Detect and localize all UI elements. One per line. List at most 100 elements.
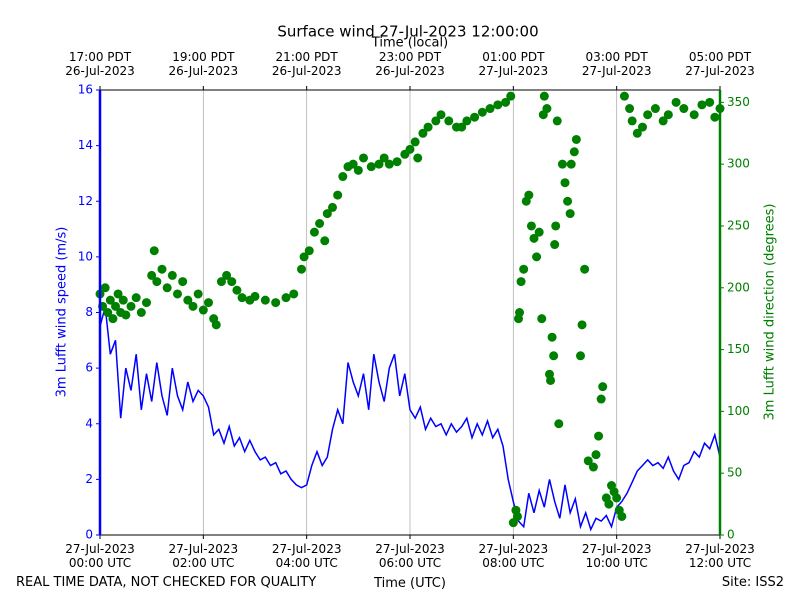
direction-point [167,270,177,280]
direction-point [216,277,226,287]
direction-point [563,196,573,206]
direction-point [547,332,557,342]
direction-point [178,277,188,287]
direction-point [519,264,529,274]
direction-point [222,270,232,280]
direction-point [515,308,525,317]
direction-point [431,116,441,126]
direction-point [457,122,467,132]
direction-point [565,209,575,219]
direction-point [204,298,213,308]
y2-tick-label: 200 [727,280,750,294]
direction-point [501,97,511,107]
direction-point [658,116,668,126]
direction-point [506,91,516,101]
direction-point [554,419,564,429]
direction-point [551,221,561,231]
direction-point [366,162,376,172]
top-x-tick-label: 17:00 PDT 26-Jul-2023 [65,50,135,78]
direction-point [108,314,118,324]
y2-tick-label: 0 [727,528,735,542]
direction-point [379,153,389,163]
direction-point [594,431,604,441]
direction-point [333,190,343,200]
direction-point [413,153,423,163]
direction-point [152,277,162,287]
y-tick-label: 6 [85,361,93,375]
direction-point [591,450,601,460]
direction-point [583,456,593,466]
top-x-tick-label: 05:00 PDT 27-Jul-2023 [685,50,755,78]
direction-point [338,172,348,182]
y2-tick-label: 50 [727,466,742,480]
direction-point [566,159,576,169]
direction-point [550,240,560,250]
direction-point [671,97,681,107]
direction-point [604,499,614,509]
direction-point [571,134,581,144]
direction-point [100,283,110,293]
direction-point [353,165,363,175]
direction-point [121,310,131,320]
direction-point [552,116,562,126]
direction-point [103,308,113,317]
direction-point [105,295,115,305]
direction-point [131,293,141,303]
direction-point [423,122,433,132]
direction-point [689,110,699,120]
direction-point [710,112,720,122]
direction-point [113,289,123,299]
direction-point [532,252,542,262]
direction-point [289,289,299,299]
direction-point [679,104,689,114]
direction-point [546,375,556,385]
direction-point [516,277,526,287]
y-tick-label: 4 [85,416,93,430]
x-tick-label: 27-Jul-2023 06:00 UTC [375,542,445,570]
direction-point [198,305,208,315]
direction-point [462,116,472,126]
direction-point [183,295,193,305]
direction-point [627,116,637,126]
direction-point [237,293,247,303]
site-label: Site: ISS2 [721,575,784,590]
direction-point [663,110,673,120]
x-tick-label: 27-Jul-2023 10:00 UTC [581,542,652,570]
direction-point [643,110,653,120]
y-tick-label: 2 [85,472,93,486]
direction-point [271,298,281,308]
direction-point [136,308,146,317]
y2-tick-label: 250 [727,218,750,232]
direction-point [111,301,120,311]
top-x-tick-label: 01:00 PDT 27-Jul-2023 [478,50,549,78]
direction-point [542,104,552,114]
top-x-tick-label: 03:00 PDT 27-Jul-2023 [581,50,652,78]
direction-point [359,153,368,163]
direction-point [697,100,707,110]
direction-point [539,91,549,101]
direction-point [560,178,570,188]
top-axis-label: Time (local) [371,36,448,51]
y-tick-label: 0 [85,528,93,542]
direction-point [297,264,306,274]
y2-tick-label: 350 [727,95,750,109]
x-tick-label: 27-Jul-2023 00:00 UTC [65,542,135,570]
direction-point [309,227,319,237]
direction-point [157,264,167,274]
direction-point [260,295,270,305]
direction-point [126,301,136,311]
direction-point [632,128,642,138]
direction-point [576,351,585,361]
direction-point [211,320,221,330]
direction-point [580,264,590,274]
direction-point [524,190,534,200]
direction-point [477,107,487,117]
direction-point [348,159,358,169]
direction-point [227,277,237,287]
y2-tick-label: 100 [727,404,750,418]
x-tick-label: 27-Jul-2023 12:00 UTC [685,542,755,570]
direction-point [188,301,198,311]
direction-point [173,289,182,299]
direction-point [529,233,539,243]
